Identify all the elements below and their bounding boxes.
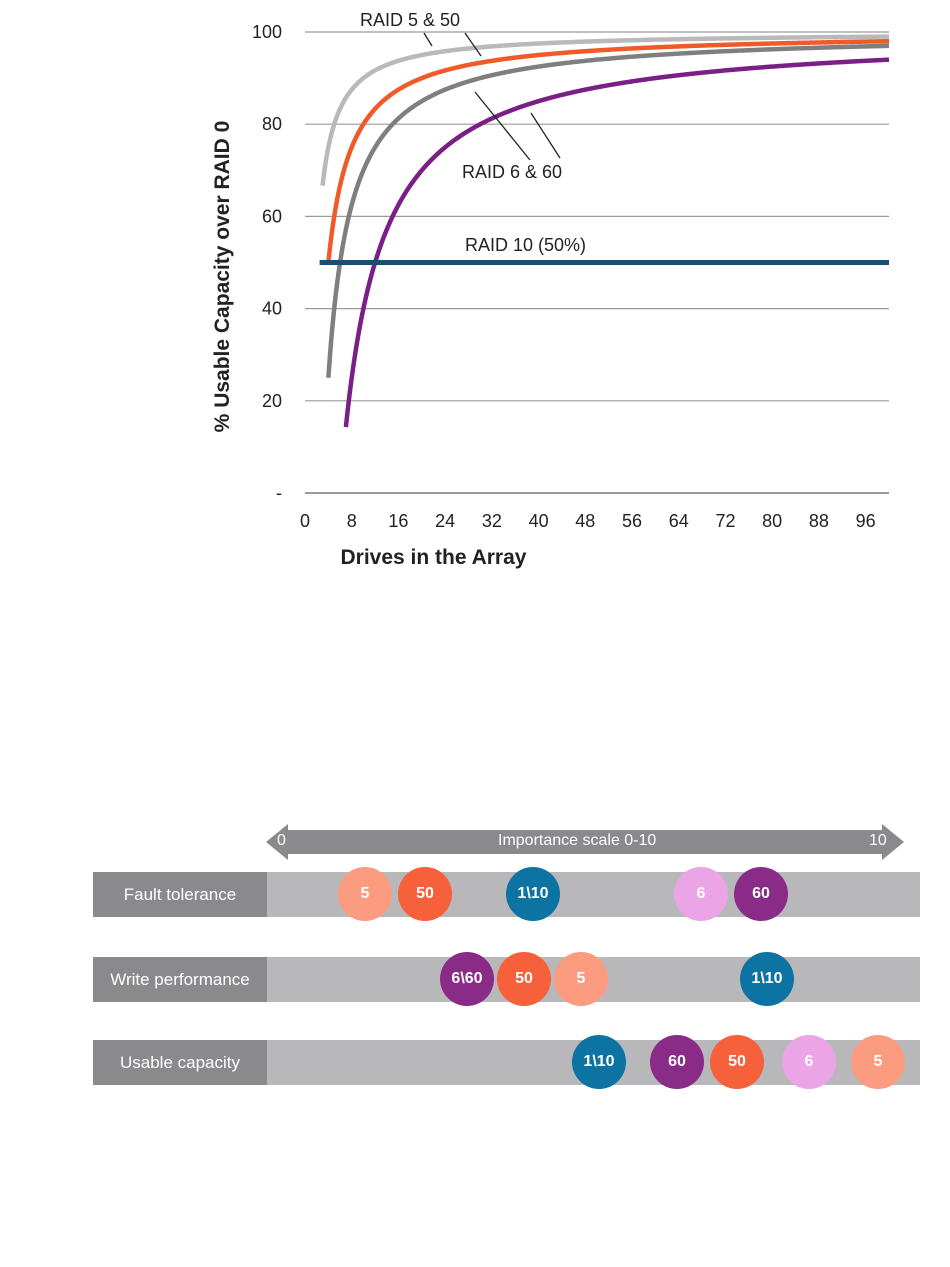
- y-tick-label: -: [276, 483, 282, 503]
- row-label: Write performance: [93, 957, 267, 1002]
- x-tick-label: 32: [482, 511, 502, 531]
- raid-level-bubble: 5: [851, 1035, 905, 1089]
- x-tick-label: 0: [300, 511, 310, 531]
- x-tick-label: 24: [435, 511, 455, 531]
- annotation-leader: [474, 91, 531, 161]
- raid-level-bubble: 6: [674, 867, 728, 921]
- raid-level-bubble: 50: [710, 1035, 764, 1089]
- scale-title: Importance scale 0-10: [498, 832, 657, 849]
- y-tick-label: 60: [262, 206, 282, 226]
- x-tick-label: 80: [762, 511, 782, 531]
- raid-level-bubble: 60: [734, 867, 788, 921]
- y-tick-label: 80: [262, 114, 282, 134]
- raid-level-bubble: 50: [497, 952, 551, 1006]
- raid-level-bubble: 1\10: [506, 867, 560, 921]
- x-tick-label: 40: [529, 511, 549, 531]
- y-tick-label: 20: [262, 391, 282, 411]
- y-tick-label: 100: [252, 22, 282, 42]
- row-label: Fault tolerance: [93, 872, 267, 917]
- series-line-0: [320, 34, 890, 186]
- importance-scale-arrow: [266, 824, 904, 860]
- y-tick-label: 40: [262, 299, 282, 319]
- annotation-leader: [423, 32, 433, 47]
- x-tick-label: 88: [809, 511, 829, 531]
- x-axis-title: Drives in the Array: [340, 546, 526, 569]
- annotation-raid-10: RAID 10 (50%): [465, 235, 586, 255]
- series-line-3: [343, 57, 890, 428]
- y-axis-title: % Usable Capacity over RAID 0: [211, 121, 234, 433]
- scale-max-label: 10: [869, 832, 887, 849]
- annotation-leader: [464, 32, 482, 57]
- scale-min-label: 0: [277, 832, 286, 849]
- series-line-1: [326, 38, 890, 263]
- raid-level-bubble: 60: [650, 1035, 704, 1089]
- raid-level-bubble: 6: [782, 1035, 836, 1089]
- x-tick-label: 72: [715, 511, 735, 531]
- annotation-raid-5-50: RAID 5 & 50: [360, 10, 460, 30]
- annotation-leader: [530, 112, 561, 159]
- raid-level-bubble: 5: [338, 867, 392, 921]
- raid-level-bubble: 1\10: [740, 952, 794, 1006]
- series-line-2: [326, 43, 890, 378]
- x-tick-label: 48: [575, 511, 595, 531]
- raid-level-bubble: 50: [398, 867, 452, 921]
- x-tick-label: 96: [856, 511, 876, 531]
- raid-level-bubble: 6\60: [440, 952, 494, 1006]
- x-tick-label: 8: [347, 511, 357, 531]
- raid-level-bubble: 5: [554, 952, 608, 1006]
- x-tick-label: 64: [669, 511, 689, 531]
- capacity-line-chart: 100 80 60 40 20 -0 8 16 24 32 40 48 56 64 72 80 88 96 Driv…: [211, 10, 890, 569]
- x-tick-label: 56: [622, 511, 642, 531]
- x-tick-label: 16: [388, 511, 408, 531]
- row-label: Usable capacity: [93, 1040, 267, 1085]
- raid-level-bubble: 1\10: [572, 1035, 626, 1089]
- annotation-raid-6-60: RAID 6 & 60: [462, 162, 562, 182]
